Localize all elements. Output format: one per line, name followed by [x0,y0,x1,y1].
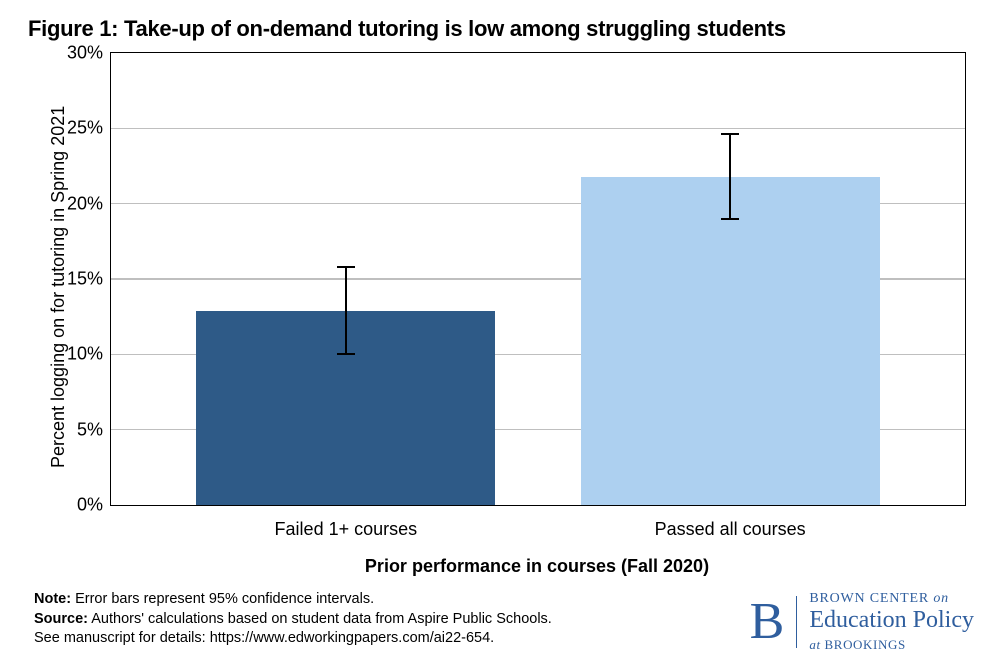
plot-area: 0%5%10%15%20%25%30%Failed 1+ coursesPass… [110,52,966,506]
error-bar [729,134,731,218]
y-tick-label: 25% [67,118,103,139]
y-tick-label: 20% [67,193,103,214]
x-axis-title: Prior performance in courses (Fall 2020) [365,556,709,577]
footer-see: See manuscript for details: https://www.… [34,629,552,649]
note-text: Error bars represent 95% confidence inte… [75,591,374,607]
error-bar [345,267,347,354]
footer-source: Source: Authors' calculations based on s… [34,610,552,630]
logo-line1-b: on [929,591,949,606]
error-bar-cap [337,266,355,268]
note-label: Note: [34,591,71,607]
source-label: Source: [34,611,88,627]
gridline [111,128,965,130]
logo-text: BROWN CENTER on Education Policy at BROO… [809,591,974,653]
logo-line2: Education Policy [809,607,974,634]
y-tick-label: 10% [67,344,103,365]
x-tick-label: Passed all courses [655,519,806,540]
logo-line1: BROWN CENTER on [809,591,974,607]
x-tick-label: Failed 1+ courses [275,519,418,540]
y-tick-label: 0% [77,495,103,516]
figure-container: Figure 1: Take-up of on-demand tutoring … [0,0,1000,667]
figure-title: Figure 1: Take-up of on-demand tutoring … [28,16,786,42]
logo-line3-b: BROOKINGS [825,637,906,652]
y-tick-label: 30% [67,43,103,64]
y-axis-title: Percent logging on for tutoring in Sprin… [48,106,69,468]
logo-letter: B [750,596,798,648]
error-bar-cap [337,353,355,355]
logo-line1-a: BROWN CENTER [809,591,929,606]
source-text: Authors' calculations based on student d… [91,611,552,627]
logo-line3-a: at [809,637,824,652]
error-bar-cap [721,133,739,135]
bar [581,177,880,505]
y-tick-label: 5% [77,419,103,440]
footer-note: Note: Error bars represent 95% confidenc… [34,590,552,610]
logo-line3: at BROOKINGS [809,637,974,653]
error-bar-cap [721,218,739,220]
brookings-logo: B BROWN CENTER on Education Policy at BR… [750,591,974,653]
y-tick-label: 15% [67,269,103,290]
figure-footer: Note: Error bars represent 95% confidenc… [34,590,552,649]
